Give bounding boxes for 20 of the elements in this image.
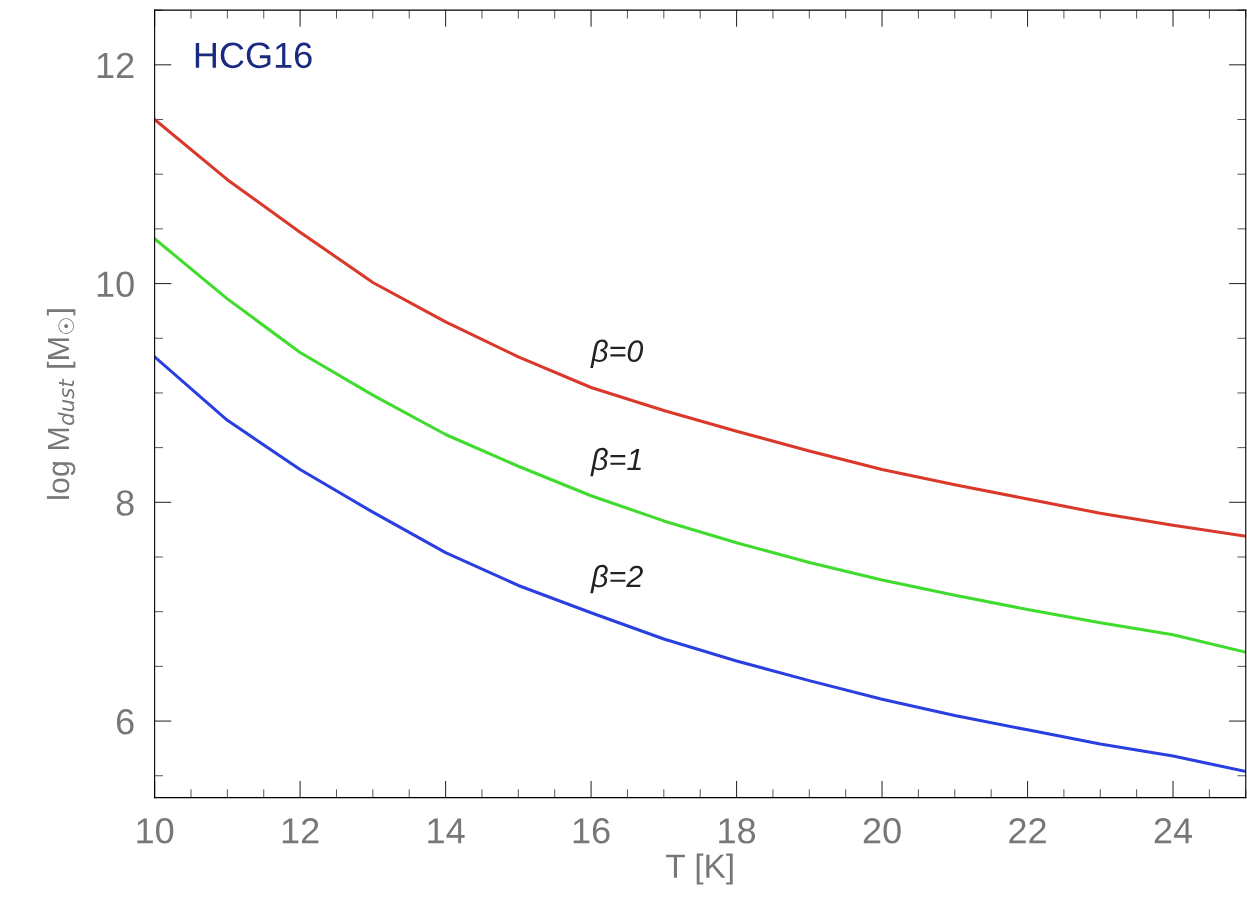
- x-tick-label: 10: [137, 818, 174, 844]
- x-tick-label: 16: [573, 818, 610, 844]
- text: HCG16: [195, 42, 312, 69]
- y-tick-label: 10: [97, 271, 134, 297]
- x-tick-label: 24: [1154, 818, 1193, 844]
- x-tick-label: 14: [428, 818, 465, 844]
- x-tick-label: 12: [282, 818, 319, 844]
- y-tick-label: 6: [116, 708, 134, 735]
- series-label: β=1: [590, 447, 641, 477]
- x-tick-label: 22: [1009, 818, 1046, 844]
- line-series: [154, 117, 1246, 538]
- x-axis-title: T [K]: [666, 853, 733, 885]
- y-tick-label: 12: [97, 52, 134, 78]
- x-tick-label: 20: [863, 818, 901, 844]
- y-tick-label: 8: [116, 490, 134, 516]
- x-tick-label: 18: [719, 818, 756, 844]
- y-axis-title: log M$_{dust}$ [M$_{☉}$]: [46, 309, 76, 499]
- series-label: β=0: [590, 339, 644, 369]
- series-label: β=2: [590, 564, 643, 594]
- line-series: [154, 237, 1246, 654]
